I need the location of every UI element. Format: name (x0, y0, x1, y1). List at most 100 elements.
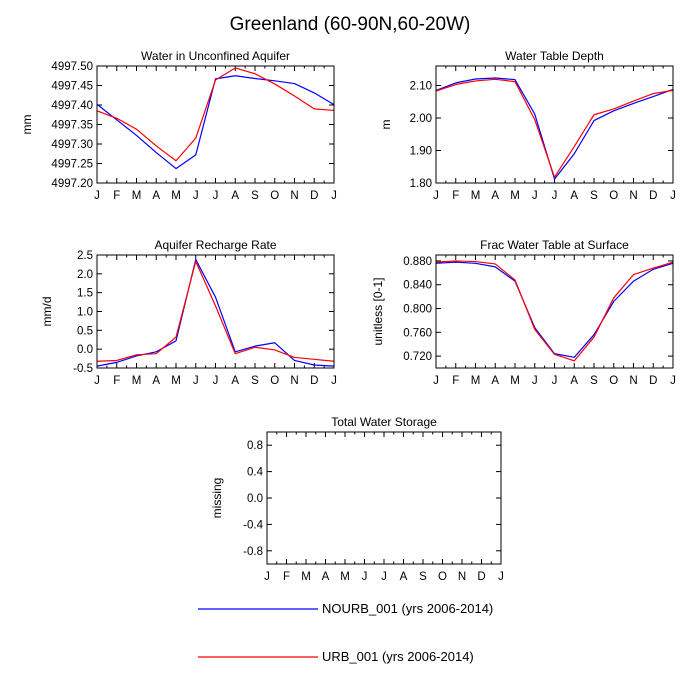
series-line-urb (435, 78, 674, 178)
x-tick-label: N (629, 190, 637, 202)
x-tick-label: D (310, 190, 318, 202)
x-tick-label: A (570, 375, 578, 387)
x-tick-label: M (510, 375, 520, 387)
x-tick-label: O (270, 190, 279, 202)
x-tick-label: J (193, 190, 199, 202)
x-tick-label: A (152, 190, 160, 202)
x-tick-label: D (310, 375, 318, 387)
y-tick-label: 4997.45 (51, 81, 93, 93)
panel-title: Frac Water Table at Surface (480, 238, 629, 252)
y-tick-label: 0.8 (247, 440, 263, 452)
y-axis-label: mm (20, 115, 34, 135)
x-tick-label: J (193, 375, 199, 387)
panel-title: Water in Unconfined Aquifer (141, 49, 290, 63)
panel-title: Water Table Depth (505, 49, 604, 63)
y-axis-label: m (379, 120, 393, 130)
y-tick-label: 4997.20 (51, 178, 93, 190)
x-tick-label: S (251, 375, 259, 387)
x-tick-label: J (552, 190, 558, 202)
series-line-urb (435, 260, 674, 362)
x-tick-label: M (471, 190, 481, 202)
x-tick-label: F (113, 190, 120, 202)
x-tick-label: F (113, 375, 120, 387)
y-axis-label: mm/d (40, 297, 54, 327)
y-tick-label: 2.5 (77, 250, 93, 262)
x-tick-label: A (491, 375, 499, 387)
x-tick-label: J (381, 571, 387, 583)
x-tick-label: A (152, 375, 160, 387)
y-tick-label: 0.800 (403, 304, 432, 316)
y-tick-label: 4997.50 (51, 61, 93, 73)
x-tick-label: J (670, 375, 676, 387)
y-tick-label: 0.0 (77, 344, 93, 356)
x-tick-label: S (590, 190, 598, 202)
y-axis-label: unitless [0-1] (371, 277, 385, 345)
x-tick-label: S (419, 571, 427, 583)
plot-frame (435, 65, 674, 184)
y-tick-label: 4997.25 (51, 159, 93, 171)
series-line-urb (96, 260, 335, 362)
y-tick-label: 4997.30 (51, 139, 93, 151)
y-axis-label: missing (210, 478, 224, 519)
x-tick-label: M (510, 190, 520, 202)
x-tick-label: O (270, 375, 279, 387)
x-tick-label: A (570, 190, 578, 202)
x-tick-label: D (649, 375, 657, 387)
x-tick-label: N (458, 571, 466, 583)
plot-frame (96, 254, 335, 369)
y-tick-label: 1.0 (77, 307, 93, 319)
x-tick-label: D (649, 190, 657, 202)
y-tick-label: 2.0 (77, 269, 93, 281)
x-tick-label: J (94, 190, 100, 202)
x-tick-label: D (477, 571, 485, 583)
y-tick-label: 4997.40 (51, 100, 93, 112)
series-line-nourb (435, 261, 674, 358)
y-tick-label: 0.5 (77, 325, 93, 337)
x-tick-label: M (340, 571, 350, 583)
x-tick-label: M (132, 190, 142, 202)
y-tick-label: -0.8 (243, 546, 263, 558)
x-tick-label: F (452, 190, 459, 202)
x-tick-label: S (590, 375, 598, 387)
x-tick-label: S (251, 190, 259, 202)
x-tick-label: M (471, 375, 481, 387)
x-tick-label: M (301, 571, 311, 583)
y-tick-label: 2.00 (410, 113, 432, 125)
series-line-urb (96, 67, 335, 162)
x-tick-label: J (213, 375, 219, 387)
x-tick-label: M (171, 375, 181, 387)
y-tick-label: 1.80 (410, 178, 432, 190)
x-tick-label: A (400, 571, 408, 583)
panel-title: Aquifer Recharge Rate (154, 238, 276, 252)
x-tick-label: J (362, 571, 368, 583)
panel-title: Total Water Storage (331, 415, 437, 429)
x-tick-label: J (94, 375, 100, 387)
x-tick-label: O (609, 375, 618, 387)
x-tick-label: M (171, 190, 181, 202)
x-tick-label: A (231, 190, 239, 202)
x-tick-label: J (433, 190, 439, 202)
x-tick-label: J (213, 190, 219, 202)
x-tick-label: J (331, 190, 337, 202)
series-line-nourb (96, 75, 335, 170)
x-tick-label: J (532, 190, 538, 202)
y-tick-label: 4997.35 (51, 120, 93, 132)
y-tick-label: 0.760 (403, 327, 432, 339)
x-tick-label: J (331, 375, 337, 387)
x-tick-label: F (283, 571, 290, 583)
x-tick-label: J (532, 375, 538, 387)
x-tick-label: N (290, 375, 298, 387)
x-tick-label: F (452, 375, 459, 387)
y-tick-label: 0.840 (403, 280, 432, 292)
x-tick-label: A (231, 375, 239, 387)
y-tick-label: 0.720 (403, 351, 432, 363)
y-tick-label: 1.90 (410, 146, 432, 158)
x-tick-label: J (552, 375, 558, 387)
y-tick-label: 1.5 (77, 288, 93, 300)
y-tick-label: 0.880 (403, 256, 432, 268)
